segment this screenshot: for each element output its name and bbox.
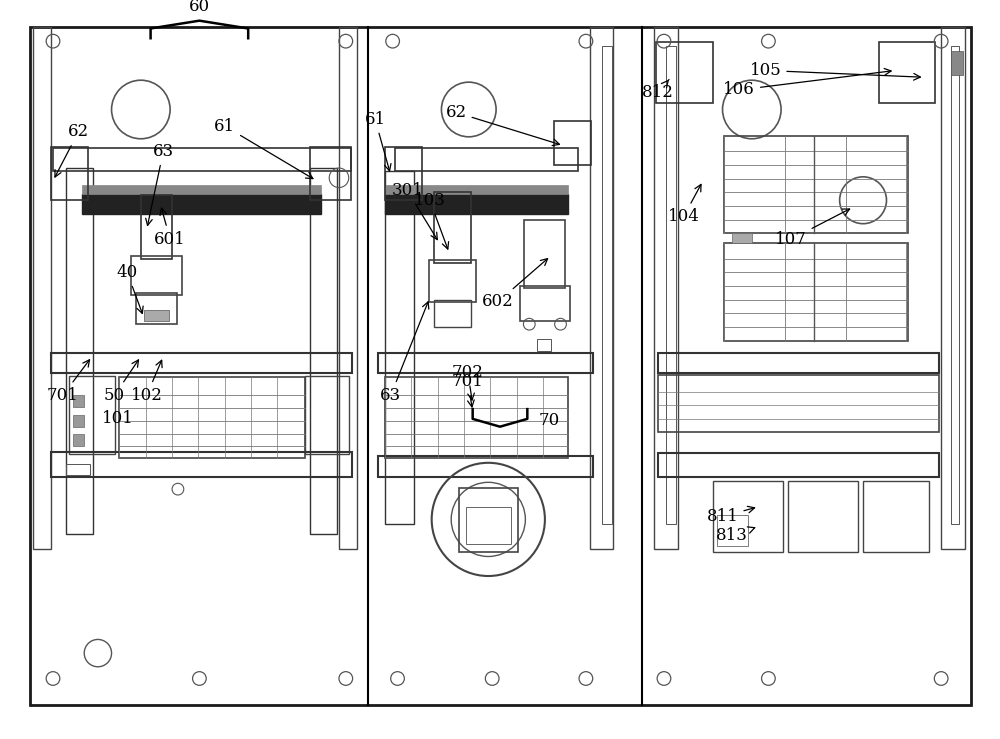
Text: 106: 106 [723,69,891,98]
Bar [434,192,471,263]
Text: 60: 60 [189,0,210,15]
Bar [717,514,748,546]
Bar [590,27,613,548]
Bar [51,452,352,477]
Bar [459,488,518,551]
Bar [339,27,357,548]
Bar [602,46,612,524]
Text: 811: 811 [707,506,755,525]
Text: 103: 103 [414,191,449,249]
Bar [82,194,321,214]
Bar [879,42,935,103]
Bar [136,293,177,324]
Text: 40: 40 [117,264,143,313]
Bar [863,481,929,551]
Bar [554,121,591,165]
Text: 61: 61 [365,111,391,171]
Bar [654,27,678,548]
Bar [141,195,172,259]
Bar [395,148,578,171]
Bar [941,27,965,548]
Bar [788,481,858,551]
Text: 63: 63 [146,143,174,225]
Bar [378,456,593,477]
Bar [66,464,90,475]
Bar [520,286,570,321]
Text: 62: 62 [55,123,89,177]
Bar [33,27,51,548]
Bar [385,194,568,214]
Bar [951,51,963,75]
Bar [310,146,351,200]
Bar [305,376,349,454]
Text: 601: 601 [154,208,186,248]
Bar [131,256,182,295]
Text: 701: 701 [47,360,90,404]
Text: 63: 63 [380,302,429,404]
Bar [429,260,476,302]
Bar [73,415,84,426]
Bar [666,46,676,524]
Text: 813: 813 [716,527,755,545]
Bar [53,148,351,171]
Text: 62: 62 [446,104,559,146]
Bar [144,310,169,321]
Bar [378,353,593,373]
Bar [537,339,551,350]
Bar [951,46,959,524]
Text: 101: 101 [101,410,133,427]
Text: 102: 102 [131,360,163,404]
Bar [732,234,752,243]
Text: 105: 105 [750,62,920,80]
Text: 301: 301 [391,182,437,239]
Bar [385,377,568,458]
Bar [656,42,713,103]
Bar [434,300,471,327]
Text: 104: 104 [668,185,701,225]
Bar [73,395,84,407]
Text: 50: 50 [104,360,138,404]
Text: 61: 61 [214,118,313,179]
Bar [524,219,565,288]
Bar [73,435,84,446]
Text: 107: 107 [775,209,850,248]
Bar [385,185,568,194]
Bar [51,146,88,200]
Bar [658,453,939,477]
Text: 812: 812 [642,80,674,101]
Bar [724,243,908,341]
Bar [658,353,939,373]
Bar [119,377,305,458]
Text: 70: 70 [538,412,559,429]
Text: 701: 701 [452,373,484,407]
Bar [51,353,352,373]
Text: 702: 702 [452,364,484,400]
Bar [466,507,511,544]
Bar [385,146,422,200]
Bar [385,171,414,524]
Bar [82,185,321,194]
Bar [658,375,939,432]
Bar [310,168,337,534]
Bar [724,136,908,234]
Text: 602: 602 [482,259,548,310]
Bar [66,168,93,534]
Bar [69,376,115,454]
Bar [713,481,783,551]
